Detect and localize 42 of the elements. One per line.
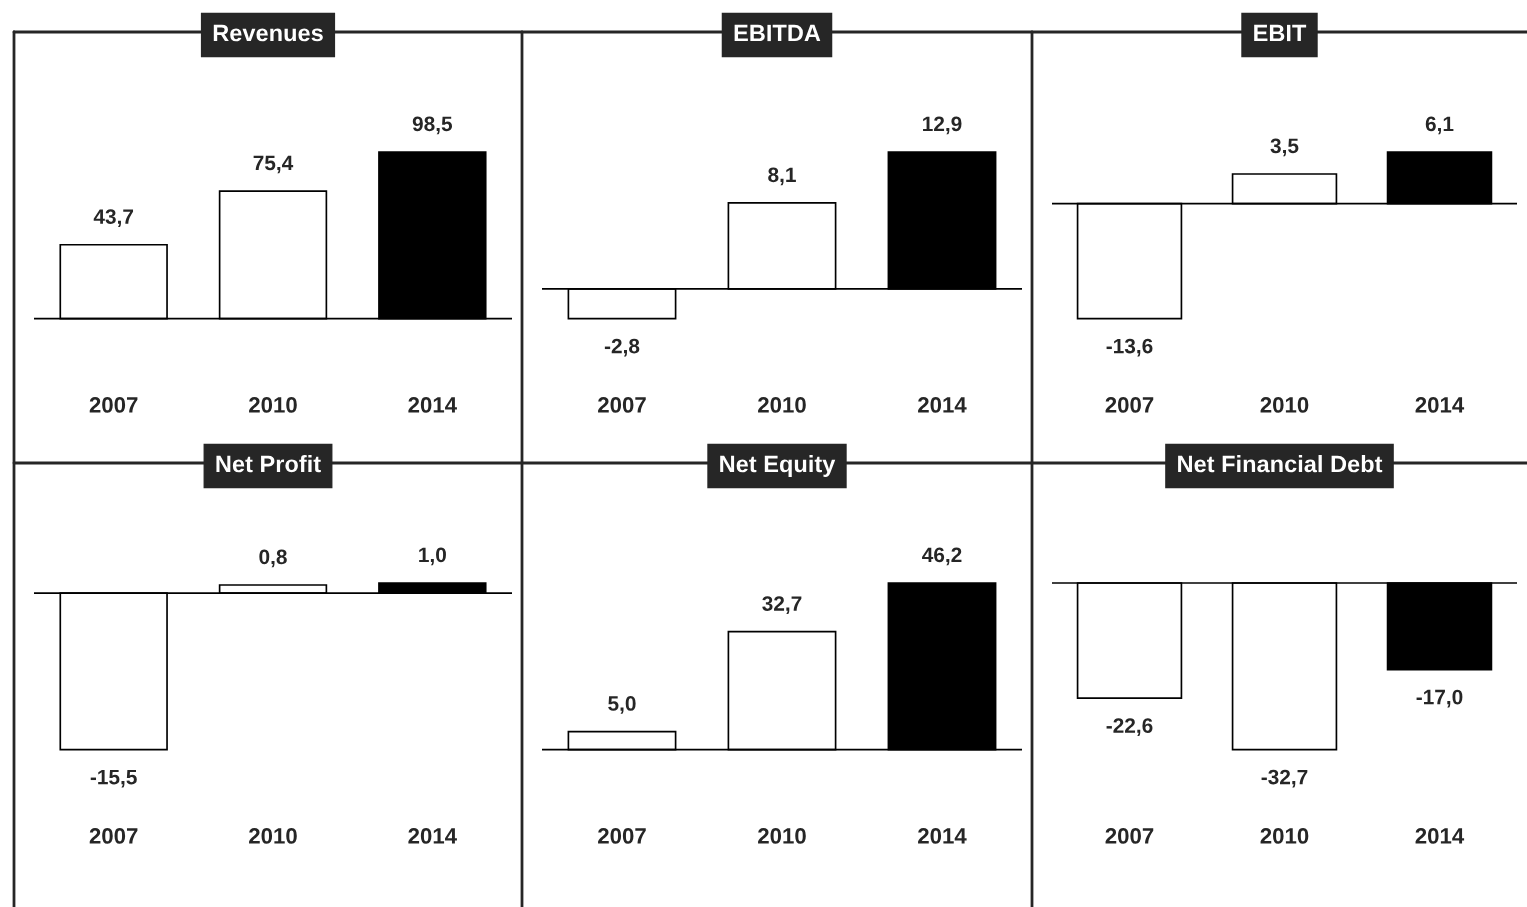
x-tick-label: 2014	[1415, 397, 1465, 413]
x-tick-label: 2007	[1105, 828, 1154, 844]
data-label: 46,2	[922, 547, 962, 566]
data-label: -15,5	[90, 769, 137, 788]
data-label: 98,5	[412, 116, 453, 135]
x-tick-label: 2007	[598, 828, 646, 844]
x-tick-label: 2010	[1260, 828, 1309, 844]
data-label: 5,0	[608, 696, 636, 714]
x-tick-label: 2010	[758, 397, 806, 413]
x-tick-label: 2010	[758, 828, 806, 844]
chart-title: EBIT	[1254, 24, 1307, 42]
x-tick-label: 2014	[408, 828, 457, 844]
data-label: -17,0	[1416, 689, 1463, 708]
x-tick-label: 2007	[598, 397, 646, 413]
x-tick-label: 2014	[918, 397, 967, 413]
data-label: 43,7	[93, 209, 134, 227]
x-tick-label: 2014	[918, 828, 967, 844]
x-tick-label: 2010	[1260, 397, 1309, 413]
data-label: 8,1	[768, 167, 796, 186]
x-tick-label: 2007	[1105, 397, 1154, 413]
data-label: 3,5	[1270, 138, 1299, 157]
data-label: 0,8	[259, 549, 287, 568]
data-label: -32,7	[1261, 769, 1308, 788]
x-tick-label: 2007	[89, 828, 138, 844]
data-label: 1,0	[419, 547, 446, 566]
x-tick-label: 2010	[249, 397, 297, 413]
data-label: -22,6	[1106, 718, 1153, 736]
chart-title: Revenues	[213, 24, 323, 42]
data-label: 32,7	[762, 596, 802, 614]
chart-title: Net Financial Debt	[1178, 455, 1383, 473]
chart-title: Net Profit	[216, 455, 321, 473]
data-label: -2,8	[604, 338, 640, 357]
x-tick-label: 2014	[1415, 828, 1465, 844]
x-tick-label: 2010	[249, 828, 297, 844]
x-tick-label: 2007	[89, 397, 138, 413]
data-label: 12,9	[923, 116, 962, 135]
data-label: 75,4	[253, 155, 294, 174]
chart-title: Net Equity	[720, 455, 836, 478]
data-label: 6,1	[1425, 116, 1454, 135]
x-tick-label: 2014	[408, 397, 457, 413]
data-label: -13,6	[1106, 338, 1153, 357]
chart-title: EBITDA	[734, 24, 821, 42]
